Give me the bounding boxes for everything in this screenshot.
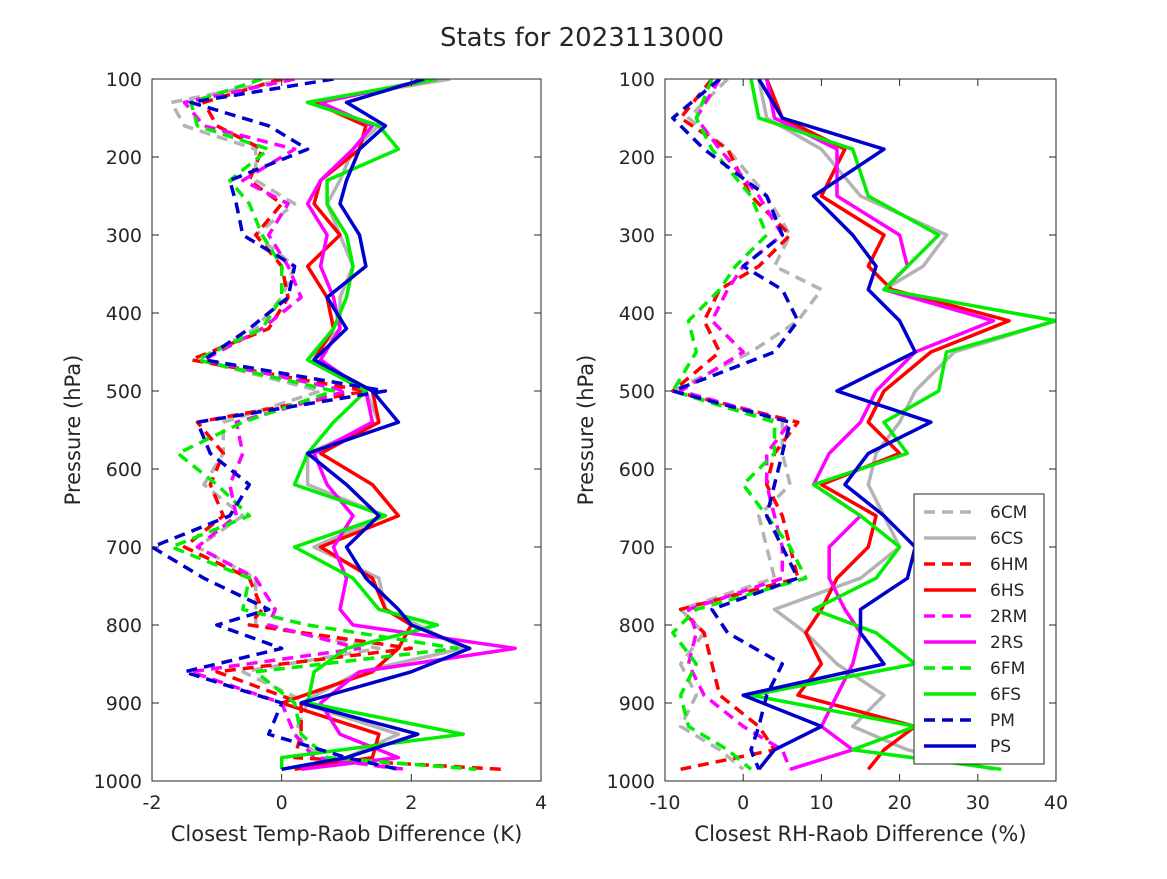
series-line-6hs	[765, 79, 1011, 771]
series-line-6hs	[279, 79, 438, 772]
legend-label-6hm: 6HM	[990, 555, 1028, 575]
y-tick-label: 600	[106, 459, 142, 481]
y-tick-label: 500	[619, 381, 655, 403]
series-line-ps	[741, 79, 933, 771]
legend-label-2rm: 2RM	[990, 607, 1027, 627]
series-line-pm	[671, 79, 800, 770]
x-tick-label: 4	[535, 792, 547, 814]
y-tick-label: 100	[619, 69, 655, 91]
legend-label-ps: PS	[990, 737, 1011, 757]
y-tick-label: 1000	[94, 771, 142, 793]
y-tick-label: 400	[619, 303, 655, 325]
x-tick-label: -2	[143, 792, 162, 814]
y-tick-label: 800	[619, 615, 655, 637]
legend-label-6fm: 6FM	[990, 659, 1025, 679]
y-tick-label: 1000	[607, 771, 655, 793]
y-tick-label: 700	[619, 537, 655, 559]
chart-title: Stats for 2023113000	[440, 23, 724, 53]
legend-label-6cs: 6CS	[990, 529, 1023, 549]
series-line-ps	[281, 79, 472, 772]
y-tick-label: 500	[106, 381, 142, 403]
axes-box	[664, 78, 1057, 782]
x-tick-label: -10	[649, 792, 680, 814]
panel-rh: 100 200 300 400 500 600 700 800 900 1000-10 0 10 20 3…	[574, 69, 1068, 846]
x-axis-label: Closest Temp-Raob Difference (K)	[171, 822, 523, 846]
series-line-2rm	[678, 79, 792, 770]
series-line-2rs	[300, 79, 517, 772]
x-axis-label: Closest RH-Raob Difference (%)	[694, 822, 1026, 846]
y-tick-label: 900	[619, 693, 655, 715]
series-line-6fm	[671, 79, 808, 771]
legend-label-6cm: 6CM	[990, 503, 1027, 523]
axes-box	[151, 78, 542, 782]
y-tick-label: 300	[106, 225, 142, 247]
y-tick-label: 400	[106, 303, 142, 325]
panel-temp: 100 200 300 400 500 600 700 800 900 1000-2 0 2 4 Clos…	[61, 69, 547, 846]
legend-label-2rs: 2RS	[990, 633, 1023, 653]
legend: 6CM 6CS 6HM 6HS 2RM 2RS 6FM 6FS PM PS	[913, 493, 1045, 765]
y-tick-label: 100	[106, 69, 142, 91]
series-line-2rm	[182, 79, 406, 772]
series-line-6hm	[182, 79, 503, 772]
series-group	[671, 79, 1056, 772]
series-line-pm	[152, 79, 399, 772]
y-tick-label: 200	[106, 147, 142, 169]
y-tick-label: 200	[619, 147, 655, 169]
y-tick-label: 800	[106, 615, 142, 637]
series-line-6hm	[671, 79, 800, 772]
legend-box	[913, 493, 1045, 765]
y-tick-label: 300	[619, 225, 655, 247]
series-line-2rs	[764, 79, 996, 771]
series-group	[152, 79, 517, 772]
legend-label-6hs: 6HS	[990, 581, 1024, 601]
series-line-6fs	[749, 79, 1056, 772]
x-tick-label: 0	[276, 792, 288, 814]
x-tick-label: 30	[966, 792, 990, 814]
x-tick-label: 40	[1044, 792, 1068, 814]
y-axis-label: Pressure (hPa)	[574, 355, 598, 506]
legend-label-pm: PM	[990, 711, 1015, 731]
x-tick-label: 20	[888, 792, 912, 814]
series-line-6cm	[169, 79, 399, 772]
x-tick-label: 0	[737, 792, 749, 814]
legend-label-6fs: 6FS	[990, 685, 1021, 705]
series-line-6fs	[279, 79, 465, 770]
y-tick-label: 900	[106, 693, 142, 715]
y-tick-label: 600	[619, 459, 655, 481]
x-tick-label: 2	[405, 792, 417, 814]
y-tick-label: 700	[106, 537, 142, 559]
x-tick-label: 10	[809, 792, 833, 814]
y-axis-label: Pressure (hPa)	[61, 355, 85, 506]
